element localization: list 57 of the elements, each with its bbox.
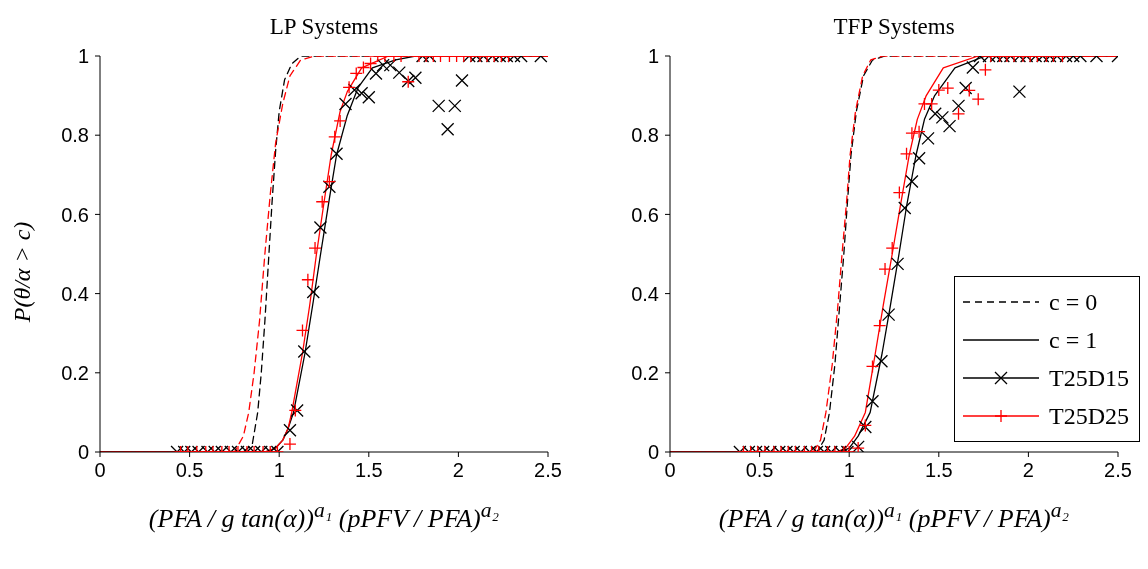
point <box>885 241 899 255</box>
point <box>874 354 889 368</box>
y-tick-label: 1 <box>77 45 89 68</box>
legend-label: T25D25 <box>1049 402 1129 430</box>
y-tick-label: 1 <box>647 45 659 68</box>
x-tick-label: 0 <box>94 459 106 482</box>
point <box>890 257 905 271</box>
y-tick-label: 0 <box>647 441 659 464</box>
y-tick-label: 0.8 <box>61 124 89 147</box>
x-axis-title: (PFA / g tan(α))$^{a₁}$ (pPFV / PFA)$^{a₂}$ <box>717 498 1071 534</box>
point <box>322 180 337 194</box>
y-tick-label: 0.4 <box>61 282 89 305</box>
y-tick-label: 0.6 <box>631 203 659 226</box>
point <box>878 262 892 276</box>
y-axis-title: P(θ/α > c) <box>8 221 36 323</box>
point <box>892 185 907 200</box>
point <box>308 241 322 255</box>
y-tick-label: 0 <box>77 441 89 464</box>
y-tick-label: 0.8 <box>631 124 659 147</box>
chart-title: TFP Systems <box>832 14 956 40</box>
point <box>912 151 926 165</box>
point <box>313 220 328 235</box>
point <box>921 131 935 146</box>
point <box>315 195 329 209</box>
point <box>297 344 311 359</box>
x-tick-label: 1.5 <box>924 459 953 482</box>
y-tick-label: 0.2 <box>631 361 659 384</box>
x-tick-label: 2.5 <box>534 459 562 482</box>
x-tick-label: 1 <box>843 459 855 482</box>
point <box>328 130 342 144</box>
legend-label: c = 1 <box>1049 326 1098 354</box>
x-tick-label: 2 <box>452 459 464 482</box>
y-tick-label: 0.4 <box>631 282 659 305</box>
point <box>873 319 887 333</box>
point <box>306 285 320 299</box>
point <box>899 147 914 161</box>
point <box>329 147 344 161</box>
x-axis-title: (PFA / g tan(α))$^{a₁}$ (pPFV / PFA)$^{a₂}$ <box>147 498 501 534</box>
x-tick-label: 0.5 <box>175 459 204 482</box>
x-tick-label: 2 <box>1022 459 1034 482</box>
x-tick-label: 0 <box>664 459 676 482</box>
chart-title: LP Systems <box>268 14 380 40</box>
point <box>295 323 310 338</box>
point <box>865 359 880 374</box>
point <box>322 174 337 189</box>
x-tick-label: 1.5 <box>354 459 383 482</box>
legend-label: T25D15 <box>1049 364 1129 392</box>
x-tick-label: 0.5 <box>745 459 774 482</box>
legend-label: c = 0 <box>1049 288 1098 316</box>
point <box>301 273 315 287</box>
x-tick-label: 1 <box>273 459 285 482</box>
x-tick-label: 2.5 <box>1104 459 1132 482</box>
point <box>898 201 912 215</box>
y-tick-label: 0.6 <box>61 203 89 226</box>
y-tick-label: 0.2 <box>61 361 89 384</box>
point <box>905 174 919 189</box>
point <box>881 307 896 322</box>
